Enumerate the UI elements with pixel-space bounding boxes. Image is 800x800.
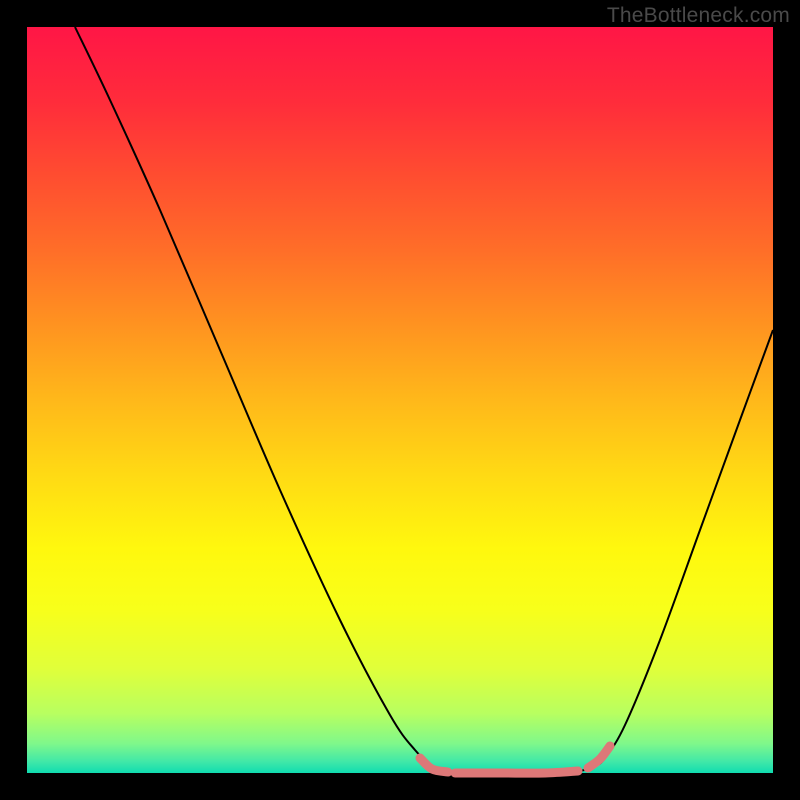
watermark-text: TheBottleneck.com xyxy=(607,4,790,28)
plot-area xyxy=(27,27,773,773)
chart-container: TheBottleneck.com xyxy=(0,0,800,800)
bottleneck-chart xyxy=(0,0,800,800)
highlight-segment-1 xyxy=(455,771,578,773)
